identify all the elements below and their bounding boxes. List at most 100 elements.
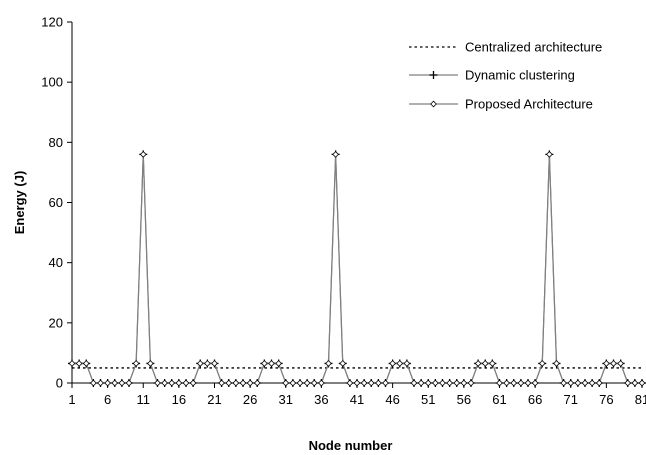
diamond-marker (68, 360, 76, 367)
diamond-marker (261, 360, 268, 367)
x-tick-label: 41 (350, 392, 364, 407)
diamond-marker (624, 379, 632, 387)
y-axis-label: Energy (J) (12, 171, 27, 235)
diamond-marker (232, 379, 240, 387)
diamond-marker (168, 379, 176, 387)
diamond-marker (595, 379, 603, 387)
diamond-marker (396, 360, 404, 367)
diamond-marker (553, 360, 560, 367)
x-tick-label: 71 (564, 392, 578, 407)
diamond-marker (410, 379, 418, 387)
legend-item: Proposed Architecture (409, 97, 593, 112)
series-proposed-architecture (68, 151, 646, 387)
diamond-marker (560, 379, 567, 387)
x-tick-label: 46 (385, 392, 399, 407)
diamond-marker (225, 379, 233, 387)
diamond-marker (432, 379, 439, 387)
diamond-marker (574, 379, 582, 387)
diamond-marker (460, 379, 468, 387)
diamond-marker (403, 360, 411, 367)
diamond-marker (189, 379, 197, 387)
y-tick-label: 80 (49, 135, 63, 150)
diamond-marker (417, 379, 425, 387)
legend-label: Dynamic clustering (465, 68, 575, 83)
diamond-marker (424, 379, 432, 387)
diamond-marker (147, 360, 154, 367)
x-tick-label: 16 (172, 392, 186, 407)
legend: Centralized architecture Dynamic clusteri… (409, 40, 602, 112)
diamond-marker (603, 360, 610, 367)
diamond-marker (246, 379, 254, 387)
x-tick-label: 11 (137, 392, 151, 407)
diamond-marker (218, 379, 225, 387)
diamond-marker (581, 379, 589, 387)
diamond-marker (430, 100, 437, 108)
diamond-marker (481, 360, 489, 367)
diamond-marker (446, 379, 453, 387)
diamond-marker (318, 379, 325, 387)
diamond-marker (617, 360, 624, 367)
plus-marker (429, 71, 438, 79)
diamond-marker (104, 379, 111, 387)
diamond-marker (567, 379, 575, 387)
y-tick-label: 20 (49, 315, 63, 330)
diamond-marker (154, 379, 161, 387)
diamond-marker (453, 379, 461, 387)
y-tick-label: 120 (41, 15, 63, 30)
y-tick-label: 100 (41, 75, 63, 90)
diamond-marker (239, 379, 247, 387)
diamond-marker (139, 151, 147, 158)
y-tick-label: 40 (49, 255, 63, 270)
x-tick-label: 66 (528, 392, 542, 407)
y-tick-label: 0 (56, 376, 63, 391)
diamond-marker (524, 379, 532, 387)
diamond-marker (638, 379, 646, 387)
diamond-marker (125, 379, 133, 387)
diamond-marker (631, 379, 639, 387)
legend-label: Centralized architecture (465, 40, 602, 55)
diamond-marker (538, 360, 546, 367)
x-tick-label: 61 (492, 392, 506, 407)
diamond-marker (496, 379, 503, 387)
diamond-marker (467, 379, 475, 387)
diamond-marker (310, 379, 318, 387)
x-tick-label: 76 (599, 392, 613, 407)
diamond-marker (211, 360, 218, 367)
diamond-marker (389, 360, 396, 367)
x-tick-label: 51 (421, 392, 435, 407)
x-tick-label: 21 (207, 392, 221, 407)
diamond-marker (332, 151, 339, 158)
x-tick-label: 6 (104, 392, 111, 407)
diamond-marker (439, 379, 446, 387)
x-tick-label: 81 (635, 392, 646, 407)
diamond-marker (75, 360, 83, 367)
diamond-marker (610, 360, 617, 367)
series-layer (68, 150, 646, 387)
y-axis-ticks: 0 20 40 60 80 100 120 (41, 15, 72, 391)
diamond-marker (282, 379, 290, 387)
diamond-marker (175, 379, 183, 387)
diamond-marker (367, 379, 375, 387)
legend-item: Dynamic clustering (409, 68, 575, 83)
diamond-marker (289, 379, 297, 387)
x-axis-label: Node number (309, 438, 393, 453)
x-tick-label: 56 (457, 392, 471, 407)
diamond-marker (346, 379, 354, 387)
diamond-marker (268, 360, 275, 367)
diamond-marker (253, 379, 261, 387)
diamond-marker (517, 379, 525, 387)
x-tick-label: 31 (279, 392, 293, 407)
diamond-marker (111, 379, 119, 387)
diamond-marker (182, 379, 190, 387)
diamond-marker (588, 379, 596, 387)
x-tick-label: 1 (68, 392, 75, 407)
series-line (72, 154, 642, 384)
diamond-marker (118, 379, 126, 387)
diamond-marker (97, 379, 104, 387)
diamond-marker (204, 360, 211, 367)
diamond-marker (161, 379, 168, 387)
diamond-marker (132, 360, 140, 367)
diamond-marker (296, 379, 304, 387)
diamond-marker (82, 360, 90, 367)
diamond-marker (531, 379, 539, 387)
